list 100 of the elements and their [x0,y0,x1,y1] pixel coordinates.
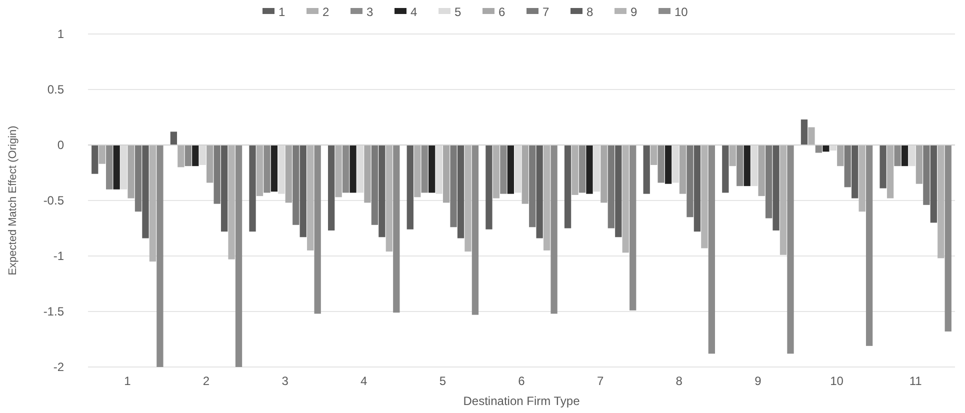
bar [772,145,780,230]
x-tick-label: 8 [676,374,683,388]
bar [837,145,844,166]
bar [492,145,500,198]
bar [134,145,142,212]
x-axis-title: Destination Firm Type [463,394,580,408]
bar [442,145,450,203]
bar [464,145,472,252]
y-tick-label: -1.5 [43,304,64,319]
x-tick-label: 7 [596,374,604,388]
legend-label: 8 [586,5,594,19]
bar [178,145,184,168]
bar [314,145,321,314]
bar [658,145,664,183]
bar [643,145,650,194]
bar [98,145,106,164]
bar [572,145,578,195]
bar [564,145,572,228]
x-tick-label: 2 [202,374,210,388]
legend-label: 6 [498,5,506,19]
bar [457,145,464,238]
legend-label: 5 [454,5,462,19]
bar [393,145,400,313]
bar [529,145,536,228]
bar [938,145,944,258]
x-tick-label: 1 [124,374,132,388]
bar [722,145,729,193]
bar [852,145,858,198]
bar [923,145,930,205]
bar [285,145,292,203]
bar [800,119,808,145]
x-tick-label: 4 [360,374,368,388]
y-tick-label: -1 [53,249,64,264]
x-tick-label: 9 [754,374,762,388]
y-tick-label: -0.5 [43,194,64,208]
bar [249,145,256,232]
legend-label: 2 [322,5,330,19]
bar [630,145,636,310]
bar [729,145,736,166]
legend-label: 10 [674,5,688,19]
bar [142,145,149,238]
bar [235,145,242,367]
bar [694,145,701,232]
bar [815,145,822,153]
bar [300,145,306,238]
bar [378,145,386,238]
bar [421,145,428,193]
bar [880,145,886,188]
bar [600,145,608,203]
legend-label: 7 [542,5,550,19]
bar [744,145,750,186]
bar [522,145,528,204]
bar [214,145,220,204]
bar [736,145,744,186]
bar [679,145,686,194]
bar [406,145,414,230]
bar [292,145,300,225]
y-tick-label: 0 [57,138,64,152]
bar [780,145,787,255]
x-tick-label: 6 [518,374,526,388]
bar [543,145,550,250]
bar [615,145,622,238]
bar [335,145,342,198]
bar [930,145,937,223]
bar [866,145,873,346]
bar [128,145,134,198]
bar [170,132,178,145]
y-tick-label: 0.5 [47,82,64,97]
bar [901,145,908,166]
bar [264,145,270,193]
bar [206,145,214,183]
bar [664,145,672,184]
bar [220,145,228,232]
bar [808,127,815,145]
bar [328,145,335,230]
bar [149,145,156,262]
bar [450,145,457,228]
bar [765,145,772,218]
bar [350,145,356,193]
bar [944,145,952,332]
bar [844,145,851,188]
legend-label: 3 [366,5,374,19]
bar [701,145,708,248]
x-tick-label: 3 [282,374,289,388]
bar [578,145,586,193]
legend-label: 4 [410,5,418,19]
x-tick-label: 11 [909,374,922,388]
bar [758,145,765,196]
bar [686,145,694,218]
bar [156,145,164,367]
bar [113,145,120,190]
bar [622,145,629,253]
bar [500,145,507,194]
bar [364,145,371,203]
bar [414,145,421,198]
y-tick-label: -2 [53,360,64,374]
bar [371,145,378,225]
bar [586,145,593,194]
bar [386,145,392,252]
legend-label: 9 [630,5,638,19]
